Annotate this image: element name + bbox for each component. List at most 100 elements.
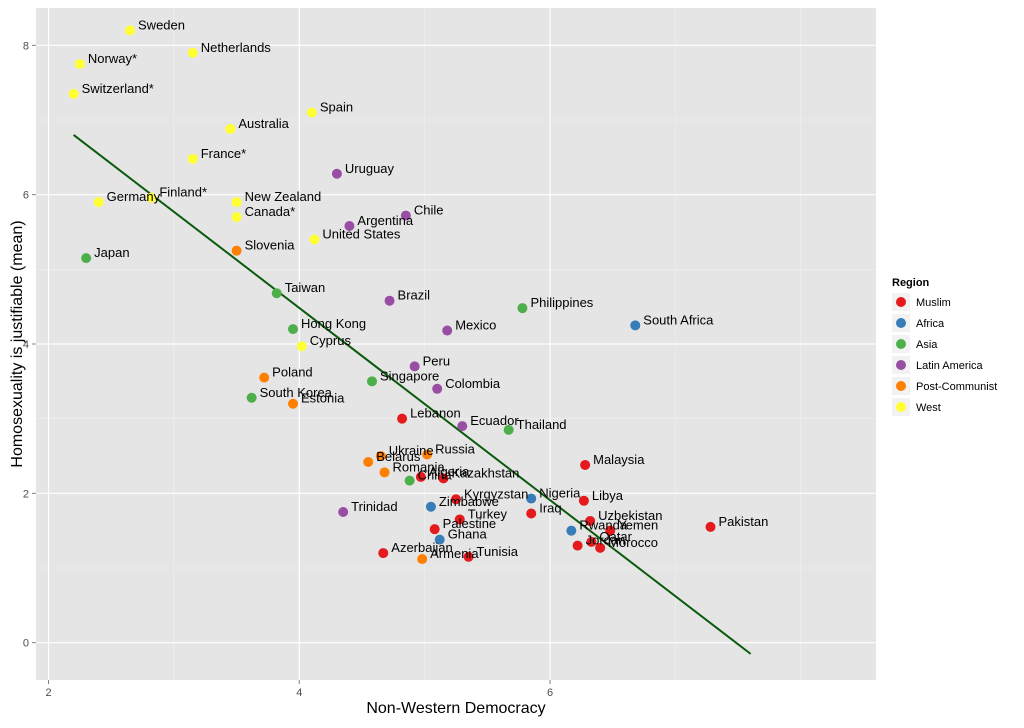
data-point-label: Romania [393,459,446,474]
data-point [81,253,92,264]
data-point [434,534,445,545]
data-point [457,421,468,432]
data-point-label: China [418,468,453,483]
data-point-label: Jordan [586,533,626,548]
data-point-label: Lebanon [410,406,461,421]
data-point [566,525,577,536]
data-point-label: Canada* [245,204,296,219]
legend-swatch [896,381,906,391]
data-point-label: Kazakhstan [451,465,519,480]
data-point [338,507,349,517]
data-point-label: Japan [94,245,129,260]
data-point [463,551,474,562]
legend-label: Post-Communist [916,381,997,393]
data-point [231,245,242,256]
data-point [397,413,408,424]
data-point-label: Libya [592,488,624,503]
data-point [93,197,104,208]
legend-swatch [896,318,906,328]
trend-line [73,134,752,655]
data-point [409,361,420,372]
legend-swatch [896,402,906,412]
data-point [74,59,85,69]
data-point-label: United States [322,226,401,241]
data-point [586,536,597,547]
data-point-label: Ecuador [470,413,519,428]
data-point-label: Singapore [380,368,439,383]
data-point [517,303,528,314]
data-point-label: Taiwan [285,280,325,295]
data-point [438,473,449,484]
data-point [425,501,436,512]
data-point-label: South Korea [260,385,333,400]
y-tick-label: 8 [23,40,29,52]
legend-label: Asia [916,339,938,351]
data-point-label: Rwanda [579,518,627,533]
data-point-label: Slovenia [245,238,296,253]
legend-title: Region [892,277,930,289]
data-point-label: Tunisia [477,544,519,559]
data-point [288,398,299,409]
data-point-label: Netherlands [201,40,272,55]
data-point [187,47,198,58]
legend-swatch [896,339,906,349]
data-point [630,320,641,331]
data-point [288,324,299,335]
data-point [432,383,443,394]
data-point-label: Iraq [539,500,561,515]
data-point [580,459,591,470]
point-labels: Sweden Netherlands Norway* Switzerland* Spai… [82,17,769,561]
legend-swatch [896,360,906,370]
data-point-label: New Zealand [245,189,322,204]
data-point [375,451,386,461]
data-point-label: Uruguay [345,161,395,176]
y-axis-title: Homosexuality is justifiable (mean) [9,220,26,467]
data-point-label: Turkey [468,506,508,521]
data-point-label: Germany [107,189,161,204]
x-axis-ticks: 2 4 6 [45,680,553,699]
data-point-label: Trinidad [351,499,397,514]
legend-label: Latin America [916,360,984,372]
data-point [400,210,411,221]
data-point [429,524,440,535]
data-point [442,325,453,336]
data-point-label: Pakistan [719,514,769,529]
data-point-label: Hong Kong [301,316,366,331]
data-point [344,221,355,232]
data-point [367,376,377,387]
data-point [578,495,589,506]
data-points [68,25,716,565]
data-point [296,341,307,352]
x-axis-title: Non-Western Democracy [366,700,545,717]
data-point-label: Ukraine [389,443,434,458]
data-point-label: Qatar [599,529,632,544]
data-point [503,424,514,435]
data-point [331,168,342,179]
data-point [417,554,428,565]
y-tick-label: 4 [23,339,29,351]
data-point-label: Algeria [429,464,470,479]
data-point-label: Sweden [138,17,185,32]
legend-swatch [896,297,906,307]
data-point [384,295,395,306]
data-point [454,514,465,525]
data-point-label: Poland [272,365,312,380]
data-point-label: Philippines [530,295,593,310]
x-tick-label: 6 [547,687,553,699]
data-point-label: Uzbekistan [598,508,662,523]
data-point-label: Palestine [443,516,496,531]
data-point [225,123,236,134]
data-point-label: Thailand [517,417,567,432]
data-point-label: Estonia [301,391,345,406]
data-point [595,542,606,553]
data-point [585,515,596,526]
data-point [68,88,79,99]
data-point [146,192,157,203]
data-point [306,107,317,118]
y-tick-label: 2 [23,488,29,500]
data-point [422,449,433,460]
legend-label: Africa [916,318,945,330]
data-point-label: Norway* [88,51,137,66]
data-point [187,153,198,164]
